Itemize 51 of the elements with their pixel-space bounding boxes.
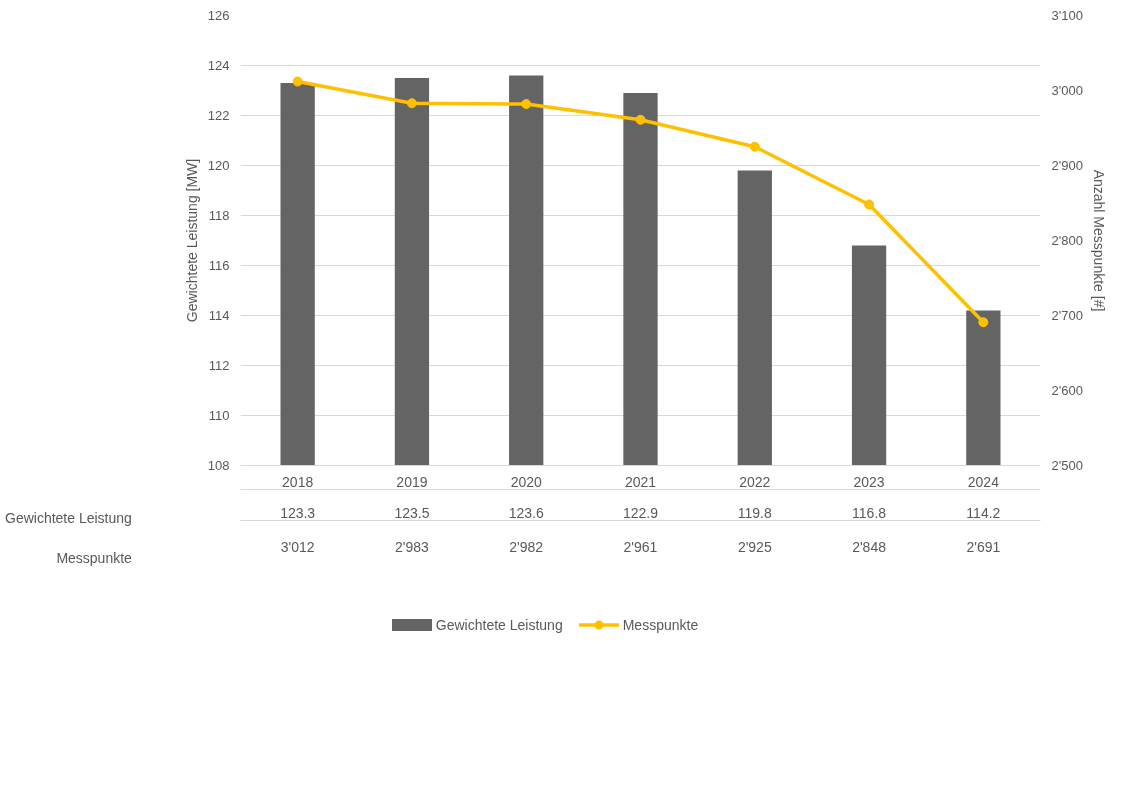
data-label: 123.6 <box>508 504 544 521</box>
data-label: 123.3 <box>280 504 316 521</box>
y2-axis-title: Anzahl Messpunkte [#] <box>1090 169 1107 312</box>
x-tick-label: 2018 <box>282 473 314 490</box>
y2-tick-label: 2'500 <box>1051 458 1083 473</box>
y-tick-label: 118 <box>208 208 230 223</box>
data-label: 2'848 <box>852 538 887 555</box>
x-tick-label: 2022 <box>739 473 771 490</box>
point <box>978 317 989 328</box>
x-tick-label: 2024 <box>967 473 1000 490</box>
x-tick-label: 2023 <box>853 473 885 490</box>
y-tick-label: 124 <box>207 58 230 73</box>
data-label: 114.2 <box>966 504 1001 521</box>
data-label: 2'691 <box>966 538 1001 555</box>
data-label: 2'925 <box>737 538 772 555</box>
data-label: 3'012 <box>280 538 315 555</box>
data-label: 122.9 <box>622 504 659 521</box>
point <box>406 98 417 109</box>
y2-tick-label: 2'900 <box>1051 158 1083 173</box>
legend-label: Gewichtete Leistung <box>435 616 563 635</box>
point <box>635 114 646 125</box>
point <box>749 141 760 152</box>
point <box>864 199 875 210</box>
y-tick-label: 120 <box>207 158 230 173</box>
y-axis-title: Gewichtete Leistung [MW] <box>183 158 200 323</box>
data-label: 2'982 <box>509 538 544 555</box>
legend-label: Messpunkte <box>622 616 699 635</box>
y2-tick-label: 3'100 <box>1051 8 1083 23</box>
y-tick-label: 114 <box>208 308 230 323</box>
data-label: 123.5 <box>394 504 430 521</box>
data-label: 2'961 <box>623 538 658 555</box>
y-tick-label: 126 <box>207 8 230 23</box>
y-tick-label: 112 <box>208 358 230 373</box>
x-tick-label: 2020 <box>510 473 542 490</box>
x-tick-label: 2019 <box>396 473 428 490</box>
point <box>292 76 303 87</box>
text: Messpunkte <box>56 550 132 566</box>
y-tick-label: 122 <box>207 108 230 123</box>
y2-tick-label: 2'800 <box>1051 233 1083 248</box>
y-tick-label: 116 <box>208 258 230 273</box>
text: Gewichtete Leistung <box>5 510 132 526</box>
data-label: 2'983 <box>395 538 430 555</box>
x-tick-label: 2021 <box>624 473 657 490</box>
y-tick-label: 110 <box>208 408 230 423</box>
y2-tick-label: 2'600 <box>1051 383 1083 398</box>
y-tick-label: 108 <box>207 458 230 473</box>
data-label: 116.8 <box>852 504 887 521</box>
data-label: 119.8 <box>737 504 772 521</box>
point <box>521 99 532 109</box>
y2-tick-label: 2'700 <box>1051 308 1083 323</box>
y2-tick-label: 3'000 <box>1051 83 1083 98</box>
